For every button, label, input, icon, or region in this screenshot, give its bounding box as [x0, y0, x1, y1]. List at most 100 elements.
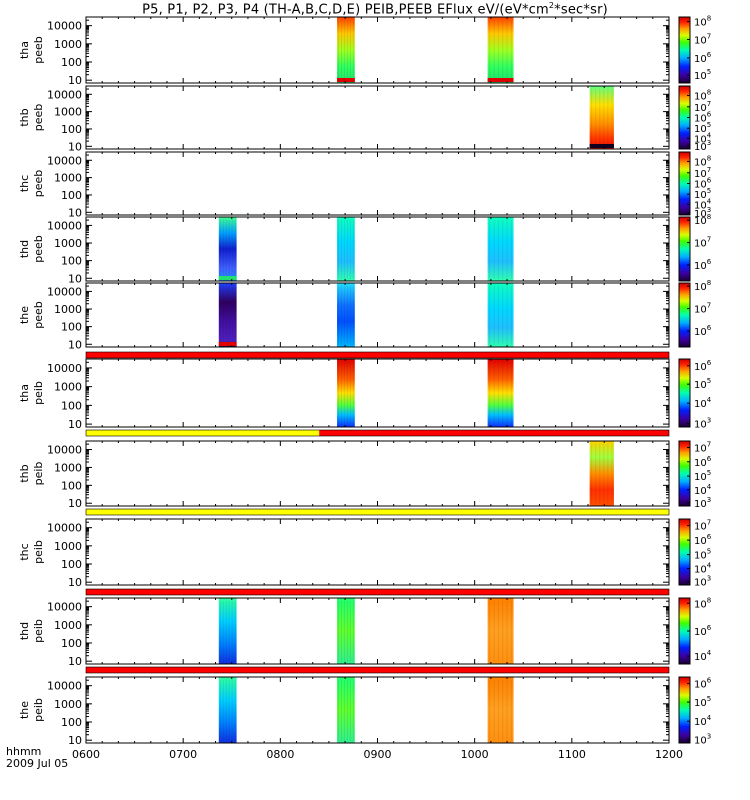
- colorbar-tick-exponent: 3: [707, 206, 711, 214]
- panel-probe-label: thd: [18, 240, 31, 258]
- panel-product-label: peib: [32, 540, 45, 564]
- panel-product-label: peeb: [32, 235, 45, 263]
- panel-tha-peeb: 10 100 1000 10000 tha peeb 105 106 107 108: [18, 15, 712, 88]
- y-tick-label: 100: [61, 123, 82, 136]
- status-bar-segment: [86, 430, 320, 436]
- status-bar-segment: [86, 667, 669, 673]
- colorbar-tick-exponent: 7: [707, 100, 711, 108]
- panel-frame: [85, 85, 670, 150]
- y-tick-label: 100: [61, 255, 82, 268]
- y-tick-label: 10000: [47, 362, 82, 375]
- colorbar-tick-label: 104: [694, 562, 712, 576]
- panel-product-label: peib: [32, 381, 45, 405]
- status-bar-segment: [86, 352, 669, 358]
- status-bar-segment: [86, 589, 669, 595]
- panel-probe-label: tha: [18, 384, 31, 402]
- colorbar-tick-label: 106: [694, 533, 712, 547]
- colorbar-tick-exponent: 5: [707, 377, 711, 385]
- colorbar: [678, 358, 691, 428]
- colorbar-tick-exponent: 5: [707, 469, 711, 477]
- colorbar-tick-exponent: 8: [707, 154, 711, 162]
- colorbar-tick-label: 108: [694, 596, 711, 610]
- spectrogram-block: [337, 359, 355, 427]
- panel-frame: [85, 440, 670, 507]
- y-tick-label: 10: [68, 418, 82, 431]
- y-tick-label: 1000: [54, 540, 82, 553]
- status-bar-frame: [85, 666, 670, 674]
- colorbar-tick-exponent: 4: [707, 714, 712, 722]
- block-floor: [218, 342, 237, 346]
- panel-thd-peib: 10 100 1000 10000 thd peib 104 106 108: [18, 596, 712, 668]
- y-tick-label: 1000: [54, 237, 82, 250]
- x-tick-label: 0800: [266, 748, 294, 761]
- status-bar-segment: [86, 509, 669, 515]
- panel-tha-peib: 10 100 1000 10000 tha peib 103 104 105 106: [18, 358, 712, 431]
- chart-title: P5, P1, P2, P3, P4 (TH-A,B,C,D,E) PEIB,P…: [0, 1, 750, 17]
- colorbar-tick-exponent: 6: [707, 51, 712, 59]
- panel-frame: [85, 358, 670, 428]
- spectrogram-block: [589, 441, 614, 506]
- y-tick-label: 100: [61, 321, 82, 334]
- panel-frame: [85, 16, 670, 84]
- title-superscript: 2: [548, 1, 555, 10]
- y-tick-label: 10000: [47, 219, 82, 232]
- colorbar-tick-label: 105: [694, 377, 711, 391]
- colorbar-tick-exponent: 6: [707, 177, 712, 185]
- block-floor: [487, 78, 514, 82]
- colorbar-tick-exponent: 4: [707, 396, 712, 404]
- time-axis-label: hhmm: [6, 745, 42, 758]
- colorbar-tick-exponent: 7: [707, 302, 711, 310]
- colorbar: [678, 518, 691, 586]
- colorbar-tick-exponent: 6: [707, 359, 712, 367]
- colorbar-tick-exponent: 3: [707, 139, 711, 147]
- y-tick-label: 10: [68, 338, 82, 351]
- colorbar-tick-label: 106: [694, 624, 712, 638]
- spectrogram-block: [337, 17, 355, 83]
- panel-thd-peeb: 10 100 1000 10000 thd peeb 106 107 108: [18, 213, 712, 285]
- colorbar-tick-exponent: 3: [707, 496, 711, 504]
- y-tick-label: 10: [68, 74, 82, 87]
- colorbar-tick-exponent: 6: [707, 624, 712, 632]
- spectrogram-block: [487, 217, 514, 281]
- colorbar-tick-label: 108: [694, 213, 711, 227]
- spectrogram-block: [337, 217, 355, 281]
- colorbar-tick-label: 106: [694, 51, 712, 65]
- colorbar-tick-label: 107: [694, 302, 711, 316]
- colorbar-tick-label: 106: [694, 455, 712, 469]
- colorbar-tick-exponent: 3: [707, 733, 711, 741]
- panel-frame: [85, 597, 670, 665]
- panel-product-label: peib: [32, 619, 45, 643]
- panel-product-label: peeb: [32, 36, 45, 64]
- colorbar-tick-label: 103: [694, 733, 711, 747]
- spectrogram-block: [487, 598, 514, 664]
- colorbar-tick-label: 107: [694, 519, 711, 533]
- colorbar-tick-exponent: 8: [707, 88, 711, 96]
- colorbar-tick-exponent: 4: [707, 562, 712, 570]
- panel-product-label: peeb: [32, 170, 45, 198]
- y-tick-label: 1000: [54, 461, 82, 474]
- colorbar-tick-label: 106: [694, 258, 712, 272]
- y-tick-label: 10000: [47, 88, 82, 101]
- colorbar-tick-exponent: 4: [707, 197, 712, 205]
- spectrogram-block: [337, 283, 355, 347]
- panel-probe-label: thb: [18, 464, 31, 482]
- status-bar-segment: [319, 430, 669, 436]
- y-tick-label: 100: [61, 558, 82, 571]
- colorbar-tick-exponent: 3: [707, 417, 711, 425]
- y-tick-label: 1000: [54, 381, 82, 394]
- spectrogram-block: [589, 86, 614, 149]
- y-tick-label: 1000: [54, 172, 82, 185]
- y-tick-label: 1000: [54, 619, 82, 632]
- y-tick-label: 100: [61, 479, 82, 492]
- colorbar-tick-label: 105: [694, 469, 711, 483]
- status-bars-layer: [85, 351, 670, 674]
- block-floor: [337, 78, 355, 82]
- spectrogram-block: [487, 283, 514, 347]
- colorbar-tick-exponent: 8: [707, 279, 711, 287]
- colorbar-tick-label: 106: [694, 324, 712, 338]
- panel-frame: [85, 216, 670, 282]
- y-tick-label: 10: [68, 140, 82, 153]
- colorbar-tick-label: 106: [694, 677, 712, 691]
- spectrogram-block: [487, 677, 514, 743]
